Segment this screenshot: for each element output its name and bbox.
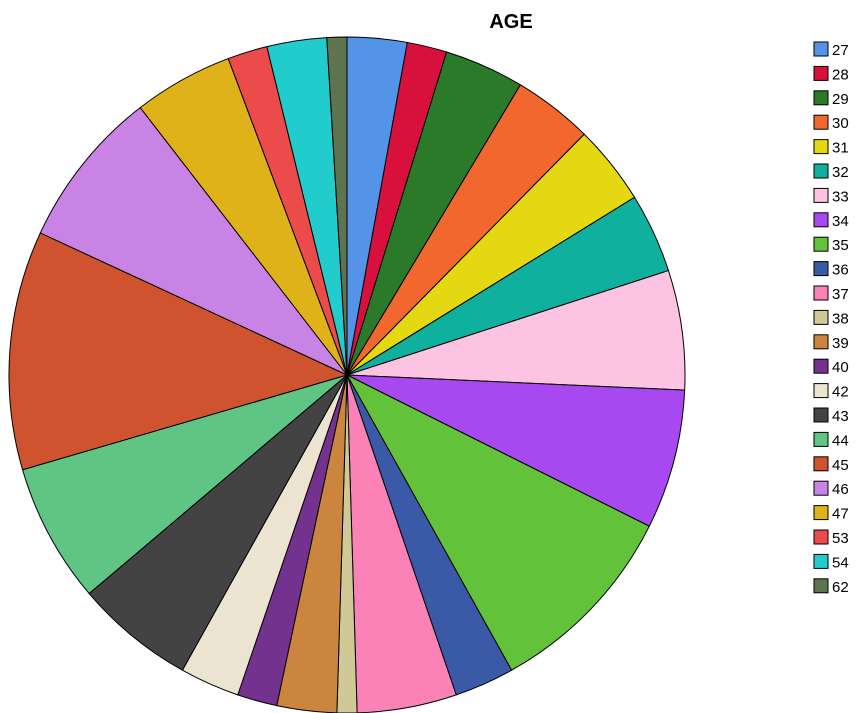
legend-item-31: 31 — [813, 139, 849, 157]
legend-item-54: 54 — [813, 553, 849, 571]
legend-swatch-45 — [813, 456, 829, 472]
pie-slices — [8, 36, 686, 713]
legend-swatch-39 — [813, 334, 829, 350]
legend-label-31: 31 — [832, 140, 849, 157]
legend-item-43: 43 — [813, 407, 849, 425]
legend-item-30: 30 — [813, 114, 849, 132]
legend-swatch-27 — [813, 41, 829, 57]
legend-item-40: 40 — [813, 358, 849, 376]
pie-slice-35 — [345, 373, 650, 671]
pie-slice-34 — [346, 374, 686, 527]
legend-label-44: 44 — [832, 432, 849, 449]
legend-swatch-34 — [813, 212, 829, 228]
legend-swatch-40 — [813, 358, 829, 374]
legend-label-27: 27 — [832, 42, 849, 59]
legend-swatch-44 — [813, 431, 829, 447]
legend-label-46: 46 — [832, 481, 849, 498]
pie-slice-62 — [326, 36, 348, 376]
legend-swatch-47 — [813, 505, 829, 521]
legend-swatch-29 — [813, 90, 829, 106]
legend-item-44: 44 — [813, 431, 849, 449]
legend-item-42: 42 — [813, 383, 849, 401]
legend-swatch-30 — [813, 114, 829, 130]
legend-label-30: 30 — [832, 115, 849, 132]
legend-label-32: 32 — [832, 164, 849, 181]
legend-item-38: 38 — [813, 309, 849, 327]
legend-label-39: 39 — [832, 335, 849, 352]
legend-label-35: 35 — [832, 237, 849, 254]
pie-slice-44 — [21, 374, 348, 595]
legend: 27 28 29 30 31 32 33 34 35 36 37 38 39 40 42 43 44 45 46 47… — [813, 41, 849, 596]
legend-item-37: 37 — [813, 285, 849, 303]
legend-swatch-53 — [813, 529, 829, 545]
legend-swatch-42 — [813, 383, 829, 399]
legend-swatch-33 — [813, 187, 829, 203]
legend-label-42: 42 — [832, 384, 849, 401]
legend-swatch-38 — [813, 309, 829, 325]
legend-label-40: 40 — [832, 359, 849, 376]
legend-label-47: 47 — [832, 506, 849, 523]
legend-label-36: 36 — [832, 262, 849, 279]
legend-label-29: 29 — [832, 91, 849, 108]
legend-item-45: 45 — [813, 456, 849, 474]
legend-item-32: 32 — [813, 163, 849, 181]
legend-swatch-36 — [813, 261, 829, 277]
legend-item-53: 53 — [813, 529, 849, 547]
legend-item-34: 34 — [813, 212, 849, 230]
legend-item-35: 35 — [813, 236, 849, 254]
legend-item-33: 33 — [813, 187, 849, 205]
chart-title: AGE — [489, 11, 532, 33]
legend-label-33: 33 — [832, 188, 849, 205]
legend-swatch-62 — [813, 578, 829, 594]
legend-swatch-28 — [813, 65, 829, 81]
legend-swatch-31 — [813, 139, 829, 155]
legend-label-54: 54 — [832, 554, 849, 571]
pie-slice-46 — [39, 106, 348, 376]
legend-label-53: 53 — [832, 530, 849, 547]
legend-label-37: 37 — [832, 286, 849, 303]
legend-swatch-35 — [813, 236, 829, 252]
legend-label-62: 62 — [832, 579, 849, 596]
legend-item-46: 46 — [813, 480, 849, 498]
legend-swatch-54 — [813, 553, 829, 569]
legend-swatch-43 — [813, 407, 829, 423]
legend-item-28: 28 — [813, 65, 849, 83]
legend-swatch-37 — [813, 285, 829, 301]
legend-swatch-46 — [813, 480, 829, 496]
legend-item-29: 29 — [813, 90, 849, 108]
legend-label-45: 45 — [832, 457, 849, 474]
legend-item-47: 47 — [813, 505, 849, 523]
legend-item-36: 36 — [813, 261, 849, 279]
legend-swatch-32 — [813, 163, 829, 179]
legend-item-62: 62 — [813, 578, 849, 596]
legend-label-34: 34 — [832, 213, 849, 230]
legend-label-38: 38 — [832, 310, 849, 327]
legend-item-27: 27 — [813, 41, 849, 59]
legend-label-28: 28 — [832, 66, 849, 83]
pie-slice-45 — [8, 232, 349, 471]
legend-item-39: 39 — [813, 334, 849, 352]
legend-label-43: 43 — [832, 408, 849, 425]
